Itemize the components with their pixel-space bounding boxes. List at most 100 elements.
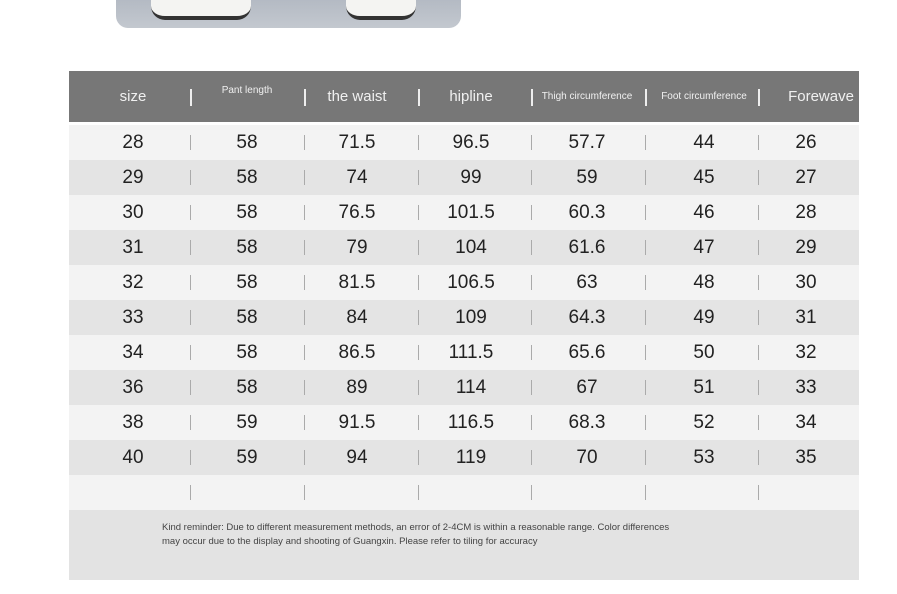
header-size: size [119, 88, 147, 105]
cell-the-waist: 81.5 [338, 271, 376, 293]
cell-foot-circumference: 46 [693, 201, 715, 223]
cell-hipline: 101.5 [447, 201, 495, 223]
cell-size: 31 [122, 236, 144, 258]
cell-the-waist: 94 [346, 446, 368, 468]
column-divider [531, 450, 532, 465]
cell-the-waist: 74 [346, 166, 368, 188]
column-divider [304, 170, 305, 185]
cell-size: 29 [122, 166, 144, 188]
column-divider [304, 345, 305, 360]
column-divider [304, 450, 305, 465]
cell-pant-length: 58 [236, 376, 258, 398]
column-divider [190, 310, 191, 325]
cell-the-waist: 91.5 [338, 411, 376, 433]
cell-thigh-circumference: 60.3 [568, 201, 606, 223]
cell-size: 40 [122, 446, 144, 468]
product-photo [116, 0, 461, 28]
cell-the-waist: 79 [346, 236, 368, 258]
cell-size: 30 [122, 201, 144, 223]
cell-pant-length: 58 [236, 166, 258, 188]
column-divider [645, 310, 646, 325]
column-divider [645, 415, 646, 430]
column-divider [531, 415, 532, 430]
column-divider [758, 415, 759, 430]
column-divider [758, 380, 759, 395]
cell-the-waist: 76.5 [338, 201, 376, 223]
column-divider [645, 450, 646, 465]
column-divider [418, 135, 419, 150]
column-divider [304, 415, 305, 430]
header-hipline: hipline [449, 88, 493, 105]
header-pant-length: Pant length [221, 84, 273, 96]
column-divider [758, 89, 760, 106]
cell-thigh-circumference: 64.3 [568, 306, 606, 328]
header-forewave: Forewave [788, 88, 854, 105]
cell-the-waist: 89 [346, 376, 368, 398]
cell-thigh-circumference: 61.6 [568, 236, 606, 258]
table-row: 30 58 76.5 101.5 60.3 46 28 [69, 195, 859, 230]
cell-pant-length: 58 [236, 236, 258, 258]
column-divider [531, 170, 532, 185]
column-divider [531, 89, 533, 106]
table-row: 34 58 86.5 111.5 65.6 50 32 [69, 335, 859, 370]
cell-the-waist: 84 [346, 306, 368, 328]
column-divider [418, 310, 419, 325]
column-divider [418, 170, 419, 185]
column-divider [531, 205, 532, 220]
column-divider [758, 240, 759, 255]
cell-hipline: 106.5 [447, 271, 495, 293]
column-divider [418, 345, 419, 360]
table-row: 38 59 91.5 116.5 68.3 52 34 [69, 405, 859, 440]
cell-foot-circumference: 51 [693, 376, 715, 398]
cell-forewave: 29 [795, 236, 817, 258]
table-row: 36 58 89 114 67 51 33 [69, 370, 859, 405]
cell-foot-circumference: 48 [693, 271, 715, 293]
cell-size: 36 [122, 376, 144, 398]
column-divider [304, 310, 305, 325]
column-divider [190, 345, 191, 360]
cell-foot-circumference: 53 [693, 446, 715, 468]
table-row: 28 58 71.5 96.5 57.7 44 26 [69, 125, 859, 160]
size-chart-table: size Pant length the waist hipline Thigh cir… [69, 71, 859, 580]
column-divider [645, 345, 646, 360]
column-divider [418, 450, 419, 465]
cell-size: 32 [122, 271, 144, 293]
column-divider [645, 89, 647, 106]
column-divider [531, 135, 532, 150]
table-row: 40 59 94 119 70 53 35 [69, 440, 859, 475]
column-divider [531, 275, 532, 290]
cell-thigh-circumference: 59 [576, 166, 598, 188]
column-divider [758, 135, 759, 150]
cell-forewave: 28 [795, 201, 817, 223]
column-divider [190, 135, 191, 150]
column-divider [645, 275, 646, 290]
column-divider [418, 380, 419, 395]
column-divider [531, 345, 532, 360]
cell-thigh-circumference: 57.7 [568, 131, 606, 153]
table-row: 31 58 79 104 61.6 47 29 [69, 230, 859, 265]
column-divider [190, 485, 191, 500]
column-divider [758, 450, 759, 465]
cell-hipline: 114 [455, 376, 487, 398]
cell-thigh-circumference: 65.6 [568, 341, 606, 363]
cell-foot-circumference: 49 [693, 306, 715, 328]
cell-pant-length: 59 [236, 446, 258, 468]
reminder-note: Kind reminder: Due to different measurem… [69, 510, 859, 580]
cell-hipline: 104 [455, 236, 487, 258]
column-divider [190, 450, 191, 465]
header-foot-circumference: Foot circumference [661, 90, 747, 102]
cell-forewave: 30 [795, 271, 817, 293]
column-divider [758, 205, 759, 220]
column-divider [418, 89, 420, 106]
shoe-right [346, 0, 416, 20]
cell-hipline: 116.5 [447, 411, 495, 433]
cell-thigh-circumference: 67 [576, 376, 598, 398]
column-divider [418, 415, 419, 430]
column-divider [531, 310, 532, 325]
column-divider [418, 205, 419, 220]
column-divider [645, 485, 646, 500]
column-divider [418, 240, 419, 255]
cell-thigh-circumference: 63 [576, 271, 598, 293]
column-divider [304, 89, 306, 106]
header-thigh-circumference: Thigh circumference [541, 90, 633, 102]
